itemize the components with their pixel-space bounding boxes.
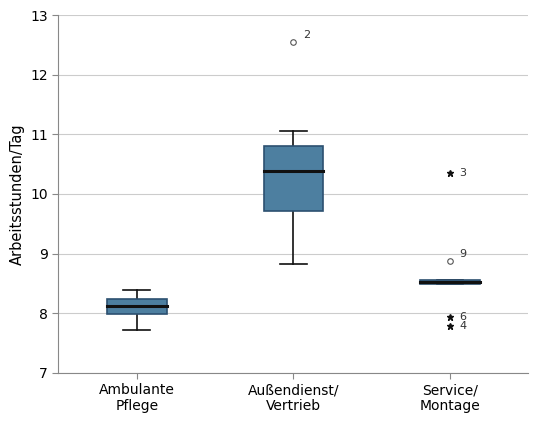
FancyBboxPatch shape [264,146,323,211]
Text: 2: 2 [303,30,310,40]
FancyBboxPatch shape [420,280,480,285]
FancyBboxPatch shape [107,299,166,314]
Text: 4: 4 [459,321,466,331]
Text: 6: 6 [459,312,466,322]
Y-axis label: Arbeitsstunden/Tag: Arbeitsstunden/Tag [10,123,25,265]
Text: 9: 9 [459,250,466,259]
Text: 3: 3 [459,168,466,178]
